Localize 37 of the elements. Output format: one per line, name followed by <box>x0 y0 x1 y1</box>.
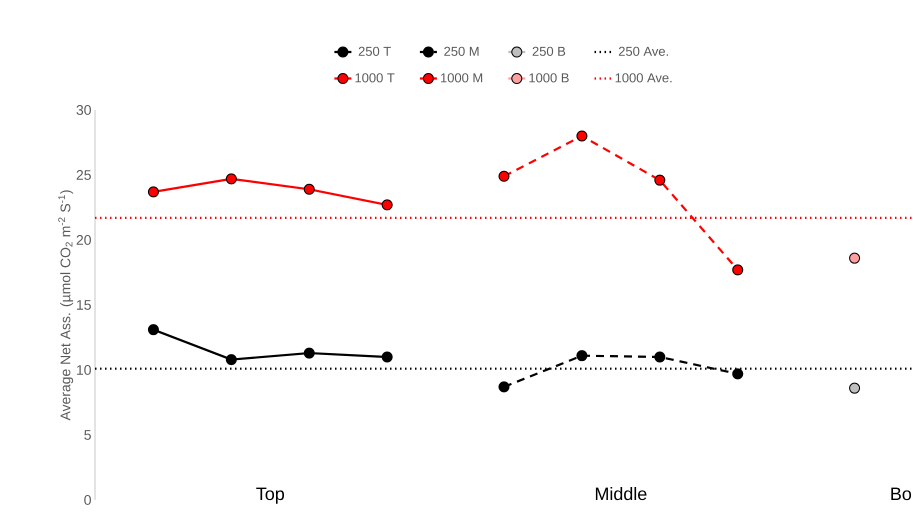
point <box>732 368 744 380</box>
point <box>148 186 159 198</box>
legend-label: 250 M <box>444 46 479 56</box>
y-tick-label: 0 <box>84 495 91 505</box>
legend-label: 250 Ave. <box>618 46 668 56</box>
y-tick-label: 25 <box>76 170 91 180</box>
point <box>382 351 393 362</box>
annotation: Middle <box>596 486 646 500</box>
legend-label: 1000 B <box>529 73 569 82</box>
point <box>498 381 510 392</box>
point <box>148 324 159 336</box>
y-tick-label: 10 <box>77 365 91 375</box>
point <box>304 348 315 359</box>
point <box>226 173 237 184</box>
point <box>498 170 510 182</box>
point <box>304 184 315 195</box>
y-tick-label: 30 <box>76 105 91 115</box>
point <box>576 350 588 362</box>
annotation: Bo <box>891 488 912 500</box>
legend-label: 1000 Ave. <box>616 73 672 82</box>
y-tick-label: 5 <box>84 430 91 440</box>
point <box>226 354 237 366</box>
point <box>849 382 860 394</box>
point <box>654 174 666 186</box>
point <box>849 252 860 264</box>
y-axis-title: Average Net Ass. (µmol CO$_{2}$ m$^{-2}$ S$^{-1}$) <box>58 190 74 420</box>
annotation: Top <box>256 488 284 504</box>
legend-label: 1000 M <box>440 73 482 82</box>
point <box>654 351 666 362</box>
y-tick-label: 15 <box>77 300 91 310</box>
legend-label: 250 B <box>532 46 566 56</box>
legend-label: 250 T <box>358 46 391 56</box>
point <box>732 264 744 276</box>
point <box>382 199 393 210</box>
point <box>576 130 588 142</box>
y-tick-label: 20 <box>76 235 91 245</box>
legend-label: 1000 T <box>355 73 394 82</box>
